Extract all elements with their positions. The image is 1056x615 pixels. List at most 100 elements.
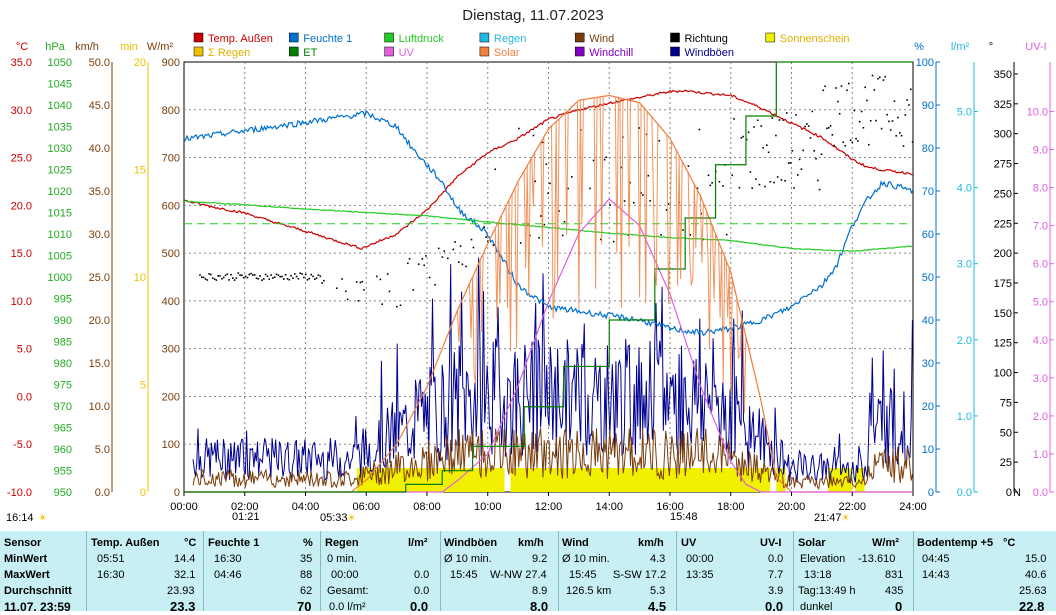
direction-point bbox=[407, 262, 409, 265]
direction-point bbox=[244, 275, 247, 278]
rain-max-value: 0.0 bbox=[414, 569, 430, 581]
legend-label-gusts: Windböen bbox=[685, 47, 735, 59]
direction-point bbox=[357, 300, 360, 302]
direction-point bbox=[609, 204, 611, 206]
direction-point bbox=[472, 246, 475, 249]
axis-tick-wind: 25.0 bbox=[89, 272, 110, 284]
direction-point bbox=[840, 85, 843, 87]
direction-point bbox=[605, 156, 608, 159]
direction-point bbox=[255, 277, 258, 280]
legend-swatch-sunshine bbox=[765, 32, 776, 43]
direction-point bbox=[363, 289, 365, 291]
axis-tick-humidity: 80 bbox=[922, 143, 934, 155]
direction-point bbox=[487, 240, 489, 242]
humidity-avg-value: 62 bbox=[300, 585, 313, 597]
solar-unit: W/m² bbox=[872, 537, 899, 549]
direction-point bbox=[665, 209, 668, 211]
axis-tick-solar: 300 bbox=[162, 344, 180, 356]
series-solar-raw bbox=[456, 94, 754, 414]
direction-point bbox=[884, 75, 886, 78]
direction-point bbox=[833, 144, 835, 147]
gusts-avg10-value: 9.2 bbox=[532, 553, 548, 565]
direction-point bbox=[540, 215, 542, 217]
direction-point bbox=[857, 140, 859, 142]
direction-point bbox=[895, 135, 897, 137]
axis-tick-temp: 25.0 bbox=[11, 153, 32, 165]
direction-point bbox=[541, 141, 544, 144]
axis-tick-direction: 50 bbox=[1000, 427, 1012, 439]
direction-point bbox=[312, 275, 314, 278]
axis-tick-rain: 3.0 bbox=[957, 259, 972, 271]
uv-min-time: 00:00 bbox=[686, 553, 714, 565]
direction-point bbox=[855, 137, 857, 140]
direction-point bbox=[412, 289, 414, 291]
direction-point bbox=[248, 273, 250, 276]
axis-tick-uv: 5.0 bbox=[1033, 297, 1048, 309]
legend-label-wind: Wind bbox=[589, 33, 614, 45]
direction-point bbox=[831, 134, 834, 136]
uv-peak-label: 15:48 bbox=[670, 511, 698, 523]
direction-point bbox=[213, 278, 216, 280]
direction-point bbox=[902, 145, 905, 147]
direction-point bbox=[649, 200, 651, 202]
wind-unit: km/h bbox=[638, 537, 664, 549]
direction-point bbox=[844, 145, 846, 147]
series-feuchte-1 bbox=[183, 109, 914, 337]
row-label-avg: Durchschnitt bbox=[4, 585, 72, 597]
direction-point bbox=[270, 274, 272, 276]
axis-tick-humidity: 20 bbox=[922, 401, 934, 413]
uv-max-time: 13:35 bbox=[686, 569, 714, 581]
direction-point bbox=[361, 280, 363, 283]
axis-tick-sunshine: 15 bbox=[134, 165, 146, 177]
temp-unit: °C bbox=[184, 537, 197, 549]
legend-label-windchill: Windchill bbox=[589, 47, 633, 59]
legend-swatch-pressure bbox=[384, 32, 394, 43]
axis-tick-direction: 225 bbox=[994, 218, 1012, 230]
axis-tick-direction: 175 bbox=[994, 278, 1012, 290]
legend-label-solar: Solar bbox=[494, 47, 520, 59]
direction-point bbox=[252, 274, 254, 276]
direction-point bbox=[742, 135, 744, 138]
axis-tick-uv: 10.0 bbox=[1027, 106, 1048, 118]
x-tick-label: 08:00 bbox=[413, 501, 441, 513]
axis-tick-humidity: 0 bbox=[928, 487, 934, 499]
wind-current-value: 4.5 bbox=[648, 599, 667, 614]
uv-max-value: 7.7 bbox=[768, 569, 784, 581]
rain-total-label: Gesamt: bbox=[327, 585, 369, 597]
soil-temp-current-value: 22.8 bbox=[1019, 599, 1045, 614]
direction-point bbox=[689, 234, 691, 236]
sunshine-bar bbox=[776, 468, 786, 492]
axis-tick-pressure: 1035 bbox=[48, 122, 72, 134]
direction-point bbox=[740, 137, 743, 139]
direction-point bbox=[866, 99, 868, 102]
axis-tick-direction: 75 bbox=[1000, 397, 1012, 409]
axis-tick-solar: 700 bbox=[162, 153, 180, 165]
axis-tick-uv: 6.0 bbox=[1033, 259, 1048, 271]
direction-point bbox=[776, 176, 779, 178]
direction-point bbox=[771, 117, 774, 119]
direction-point bbox=[764, 185, 766, 188]
direction-point bbox=[906, 99, 908, 101]
direction-point bbox=[264, 273, 267, 276]
axis-tick-pressure: 1020 bbox=[48, 186, 72, 198]
axis-tick-rain: 4.0 bbox=[957, 183, 972, 195]
direction-point bbox=[769, 181, 772, 183]
direction-point bbox=[346, 298, 349, 301]
legend-swatch-et bbox=[289, 46, 299, 57]
direction-point bbox=[304, 273, 307, 276]
wind-distance: 126.5 km bbox=[566, 585, 612, 597]
axis-tick-rain: 2.0 bbox=[957, 335, 972, 347]
direction-point bbox=[791, 150, 794, 152]
axis-tick-direction: 125 bbox=[994, 338, 1012, 350]
axis-tick-solar: 0 bbox=[174, 487, 180, 499]
direction-point bbox=[899, 132, 901, 134]
direction-point bbox=[758, 183, 761, 186]
direction-point bbox=[869, 120, 872, 122]
direction-point bbox=[217, 275, 219, 277]
direction-point bbox=[219, 275, 221, 277]
direction-point bbox=[246, 276, 249, 279]
x-tick-label: 14:00 bbox=[595, 501, 623, 513]
axis-title-temp: °C bbox=[16, 41, 28, 53]
direction-point bbox=[443, 250, 445, 252]
direction-point bbox=[753, 126, 755, 128]
